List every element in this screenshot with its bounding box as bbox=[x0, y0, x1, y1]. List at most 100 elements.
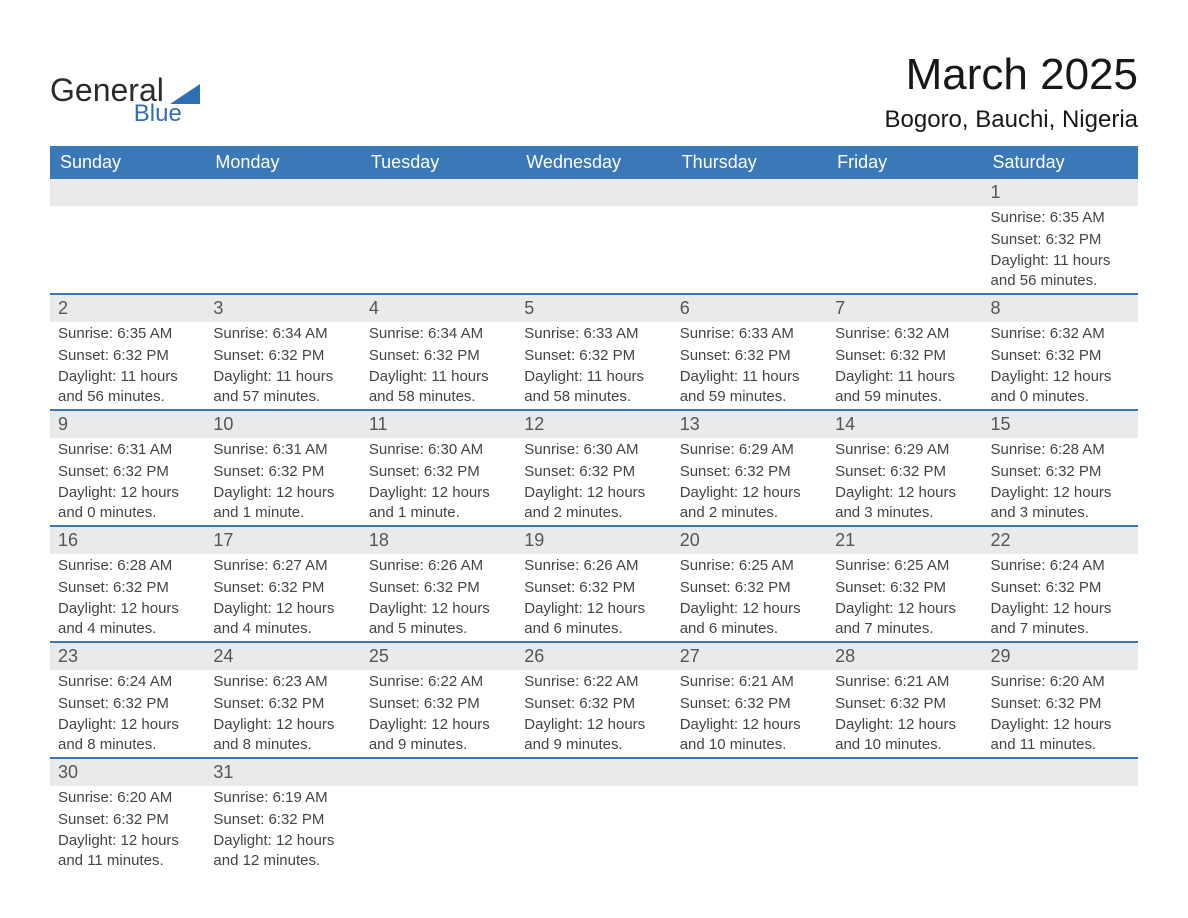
sunrise-text: Sunrise: 6:21 AM bbox=[827, 670, 982, 692]
sunset-text: Sunset: 6:32 PM bbox=[516, 460, 671, 482]
sunset-text: Sunset: 6:32 PM bbox=[205, 460, 360, 482]
day-number: 24 bbox=[205, 643, 360, 670]
sunrise-text: Sunrise: 6:34 AM bbox=[361, 322, 516, 344]
sunset-text: Sunset: 6:32 PM bbox=[361, 576, 516, 598]
daylight-text: Daylight: 12 hours and 3 minutes. bbox=[827, 481, 982, 522]
day-number: 31 bbox=[205, 759, 360, 786]
day-cell bbox=[827, 759, 982, 873]
day-cell bbox=[361, 179, 516, 293]
day-cell: 14Sunrise: 6:29 AMSunset: 6:32 PMDayligh… bbox=[827, 411, 982, 525]
sunrise-text: Sunrise: 6:35 AM bbox=[983, 206, 1138, 228]
day-number bbox=[827, 759, 982, 786]
week-row: 2Sunrise: 6:35 AMSunset: 6:32 PMDaylight… bbox=[50, 293, 1138, 409]
day-cell: 18Sunrise: 6:26 AMSunset: 6:32 PMDayligh… bbox=[361, 527, 516, 641]
day-cell: 26Sunrise: 6:22 AMSunset: 6:32 PMDayligh… bbox=[516, 643, 671, 757]
sunrise-text: Sunrise: 6:32 AM bbox=[983, 322, 1138, 344]
daylight-text: Daylight: 12 hours and 8 minutes. bbox=[205, 713, 360, 754]
sunrise-text: Sunrise: 6:29 AM bbox=[672, 438, 827, 460]
sunrise-text: Sunrise: 6:25 AM bbox=[672, 554, 827, 576]
day-header: Monday bbox=[205, 146, 360, 179]
day-header: Saturday bbox=[983, 146, 1138, 179]
day-number: 27 bbox=[672, 643, 827, 670]
daylight-text: Daylight: 11 hours and 56 minutes. bbox=[50, 365, 205, 406]
daylight-text: Daylight: 12 hours and 10 minutes. bbox=[672, 713, 827, 754]
day-cell: 1Sunrise: 6:35 AMSunset: 6:32 PMDaylight… bbox=[983, 179, 1138, 293]
day-number: 8 bbox=[983, 295, 1138, 322]
day-cell bbox=[672, 179, 827, 293]
week-row: 16Sunrise: 6:28 AMSunset: 6:32 PMDayligh… bbox=[50, 525, 1138, 641]
sunrise-text: Sunrise: 6:31 AM bbox=[50, 438, 205, 460]
day-header: Wednesday bbox=[516, 146, 671, 179]
day-cell bbox=[361, 759, 516, 873]
day-cell: 27Sunrise: 6:21 AMSunset: 6:32 PMDayligh… bbox=[672, 643, 827, 757]
day-number: 28 bbox=[827, 643, 982, 670]
day-cell: 25Sunrise: 6:22 AMSunset: 6:32 PMDayligh… bbox=[361, 643, 516, 757]
day-number bbox=[361, 179, 516, 206]
sunrise-text: Sunrise: 6:29 AM bbox=[827, 438, 982, 460]
sunset-text: Sunset: 6:32 PM bbox=[983, 460, 1138, 482]
day-number: 22 bbox=[983, 527, 1138, 554]
day-number bbox=[361, 759, 516, 786]
day-number: 19 bbox=[516, 527, 671, 554]
day-number bbox=[516, 759, 671, 786]
day-number: 1 bbox=[983, 179, 1138, 206]
day-number: 21 bbox=[827, 527, 982, 554]
sunset-text: Sunset: 6:32 PM bbox=[516, 692, 671, 714]
day-header: Friday bbox=[827, 146, 982, 179]
day-number: 30 bbox=[50, 759, 205, 786]
sunrise-text: Sunrise: 6:35 AM bbox=[50, 322, 205, 344]
day-cell bbox=[827, 179, 982, 293]
sunset-text: Sunset: 6:32 PM bbox=[983, 228, 1138, 250]
sunrise-text: Sunrise: 6:25 AM bbox=[827, 554, 982, 576]
day-number: 26 bbox=[516, 643, 671, 670]
week-row: 9Sunrise: 6:31 AMSunset: 6:32 PMDaylight… bbox=[50, 409, 1138, 525]
day-cell: 19Sunrise: 6:26 AMSunset: 6:32 PMDayligh… bbox=[516, 527, 671, 641]
daylight-text: Daylight: 12 hours and 10 minutes. bbox=[827, 713, 982, 754]
day-cell: 28Sunrise: 6:21 AMSunset: 6:32 PMDayligh… bbox=[827, 643, 982, 757]
day-cell: 5Sunrise: 6:33 AMSunset: 6:32 PMDaylight… bbox=[516, 295, 671, 409]
day-header-row: SundayMondayTuesdayWednesdayThursdayFrid… bbox=[50, 146, 1138, 179]
sunset-text: Sunset: 6:32 PM bbox=[205, 344, 360, 366]
day-header: Thursday bbox=[672, 146, 827, 179]
sunrise-text: Sunrise: 6:22 AM bbox=[516, 670, 671, 692]
day-number: 7 bbox=[827, 295, 982, 322]
logo: General Blue bbox=[50, 50, 200, 126]
day-cell: 11Sunrise: 6:30 AMSunset: 6:32 PMDayligh… bbox=[361, 411, 516, 525]
daylight-text: Daylight: 11 hours and 58 minutes. bbox=[516, 365, 671, 406]
day-number bbox=[516, 179, 671, 206]
daylight-text: Daylight: 11 hours and 59 minutes. bbox=[827, 365, 982, 406]
day-number: 13 bbox=[672, 411, 827, 438]
day-cell: 21Sunrise: 6:25 AMSunset: 6:32 PMDayligh… bbox=[827, 527, 982, 641]
day-number bbox=[205, 179, 360, 206]
daylight-text: Daylight: 12 hours and 7 minutes. bbox=[983, 597, 1138, 638]
daylight-text: Daylight: 12 hours and 3 minutes. bbox=[983, 481, 1138, 522]
day-number: 2 bbox=[50, 295, 205, 322]
sunrise-text: Sunrise: 6:20 AM bbox=[50, 786, 205, 808]
sunrise-text: Sunrise: 6:27 AM bbox=[205, 554, 360, 576]
week-row: 1Sunrise: 6:35 AMSunset: 6:32 PMDaylight… bbox=[50, 179, 1138, 293]
day-number: 10 bbox=[205, 411, 360, 438]
daylight-text: Daylight: 12 hours and 0 minutes. bbox=[983, 365, 1138, 406]
day-cell: 17Sunrise: 6:27 AMSunset: 6:32 PMDayligh… bbox=[205, 527, 360, 641]
sunset-text: Sunset: 6:32 PM bbox=[983, 344, 1138, 366]
day-cell bbox=[672, 759, 827, 873]
sunset-text: Sunset: 6:32 PM bbox=[983, 576, 1138, 598]
sunset-text: Sunset: 6:32 PM bbox=[672, 460, 827, 482]
day-cell: 24Sunrise: 6:23 AMSunset: 6:32 PMDayligh… bbox=[205, 643, 360, 757]
daylight-text: Daylight: 12 hours and 9 minutes. bbox=[361, 713, 516, 754]
sunset-text: Sunset: 6:32 PM bbox=[516, 576, 671, 598]
day-number: 12 bbox=[516, 411, 671, 438]
day-number: 16 bbox=[50, 527, 205, 554]
day-cell: 12Sunrise: 6:30 AMSunset: 6:32 PMDayligh… bbox=[516, 411, 671, 525]
day-cell: 15Sunrise: 6:28 AMSunset: 6:32 PMDayligh… bbox=[983, 411, 1138, 525]
sunset-text: Sunset: 6:32 PM bbox=[827, 692, 982, 714]
sunset-text: Sunset: 6:32 PM bbox=[827, 344, 982, 366]
day-cell bbox=[50, 179, 205, 293]
daylight-text: Daylight: 12 hours and 9 minutes. bbox=[516, 713, 671, 754]
location-label: Bogoro, Bauchi, Nigeria bbox=[885, 106, 1138, 134]
sunrise-text: Sunrise: 6:20 AM bbox=[983, 670, 1138, 692]
daylight-text: Daylight: 12 hours and 4 minutes. bbox=[205, 597, 360, 638]
sunset-text: Sunset: 6:32 PM bbox=[205, 808, 360, 830]
sunrise-text: Sunrise: 6:32 AM bbox=[827, 322, 982, 344]
sunset-text: Sunset: 6:32 PM bbox=[205, 692, 360, 714]
